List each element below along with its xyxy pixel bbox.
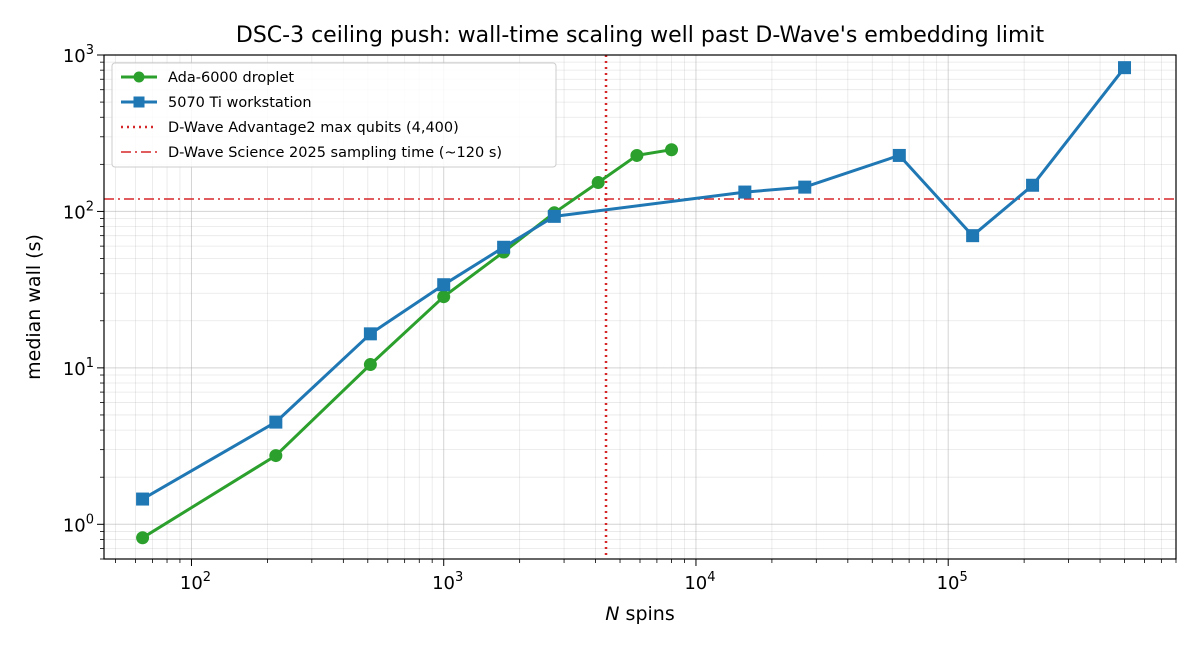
legend-entry-sampling-time: D-Wave Science 2025 sampling time (~120 … (121, 145, 502, 161)
y-tick-label: 102 (63, 199, 94, 223)
x-tick-label-exponent: 5 (960, 570, 968, 585)
y-tick-label-exponent: 0 (86, 512, 94, 527)
y-tick-label: 101 (63, 356, 94, 380)
data-point-workstation (269, 415, 283, 429)
data-point-ada (630, 148, 644, 162)
data-point-workstation (1026, 178, 1040, 192)
legend: Ada-6000 droplet 5070 Ti workstation D-W… (111, 62, 557, 168)
legend-marker-ada (133, 71, 145, 83)
y-tick-label-base: 10 (63, 46, 86, 67)
x-tick-label-exponent: 4 (707, 570, 715, 585)
y-tick-label-base: 10 (63, 359, 86, 380)
y-tick-label-exponent: 2 (86, 199, 94, 214)
legend-label-ada: Ada-6000 droplet (168, 70, 294, 86)
series-layer (136, 61, 1132, 545)
x-tick-label: 105 (937, 570, 968, 594)
x-tick-label: 104 (684, 570, 715, 594)
data-point-workstation (966, 229, 980, 243)
legend-entry-qubit-limit: D-Wave Advantage2 max qubits (4,400) (121, 120, 459, 136)
y-tick-label-exponent: 1 (86, 356, 94, 371)
data-point-workstation (363, 327, 377, 341)
x-axis-label-text: spins (620, 603, 675, 625)
data-point-ada (363, 358, 377, 372)
y-tick-label: 100 (63, 512, 94, 536)
y-tick-label-exponent: 3 (86, 43, 94, 58)
y-tick-label-base: 10 (63, 515, 86, 536)
data-point-workstation (437, 278, 451, 292)
legend-box (111, 62, 557, 168)
data-point-workstation (136, 492, 150, 506)
chart-title: DSC-3 ceiling push: wall-time scaling we… (236, 23, 1045, 48)
legend-entry-5070: 5070 Ti workstation (121, 95, 312, 111)
x-tick-label-base: 10 (937, 573, 960, 594)
legend-marker-5070 (133, 96, 145, 108)
data-point-ada (437, 290, 451, 304)
y-tick-label: 103 (63, 43, 94, 67)
data-point-workstation (738, 185, 752, 199)
data-point-workstation (798, 180, 812, 194)
legend-label-qubit-limit: D-Wave Advantage2 max qubits (4,400) (168, 120, 459, 136)
series-line-workstation (141, 66, 1126, 501)
x-tick-label-base: 10 (684, 573, 707, 594)
x-tick-label-exponent: 2 (203, 570, 211, 585)
x-tick-label-exponent: 3 (455, 570, 463, 585)
data-point-ada (136, 531, 150, 545)
x-axis-label: N spins (605, 603, 674, 625)
x-tick-label: 102 (180, 570, 211, 594)
data-point-ada (665, 143, 679, 157)
data-point-ada (269, 449, 283, 463)
data-point-workstation (892, 148, 906, 162)
data-point-workstation (1118, 61, 1132, 75)
y-axis-label: median wall (s) (23, 234, 45, 380)
data-point-workstation (497, 240, 511, 254)
x-tick-label: 103 (432, 570, 463, 594)
legend-entry-ada: Ada-6000 droplet (121, 70, 294, 86)
y-tick-label-base: 10 (63, 202, 86, 223)
legend-label-5070: 5070 Ti workstation (168, 95, 312, 111)
data-point-workstation (547, 209, 561, 223)
x-tick-label-base: 10 (432, 573, 455, 594)
x-axis-label-var: N (605, 603, 619, 625)
x-tick-label-base: 10 (180, 573, 203, 594)
x-axis-ticks: 102 103 104 105 (115, 559, 1177, 594)
data-point-ada (591, 176, 605, 190)
legend-label-sampling-time: D-Wave Science 2025 sampling time (~120 … (168, 145, 502, 161)
reference-lines (104, 55, 1176, 559)
series-line-ada (141, 148, 672, 540)
